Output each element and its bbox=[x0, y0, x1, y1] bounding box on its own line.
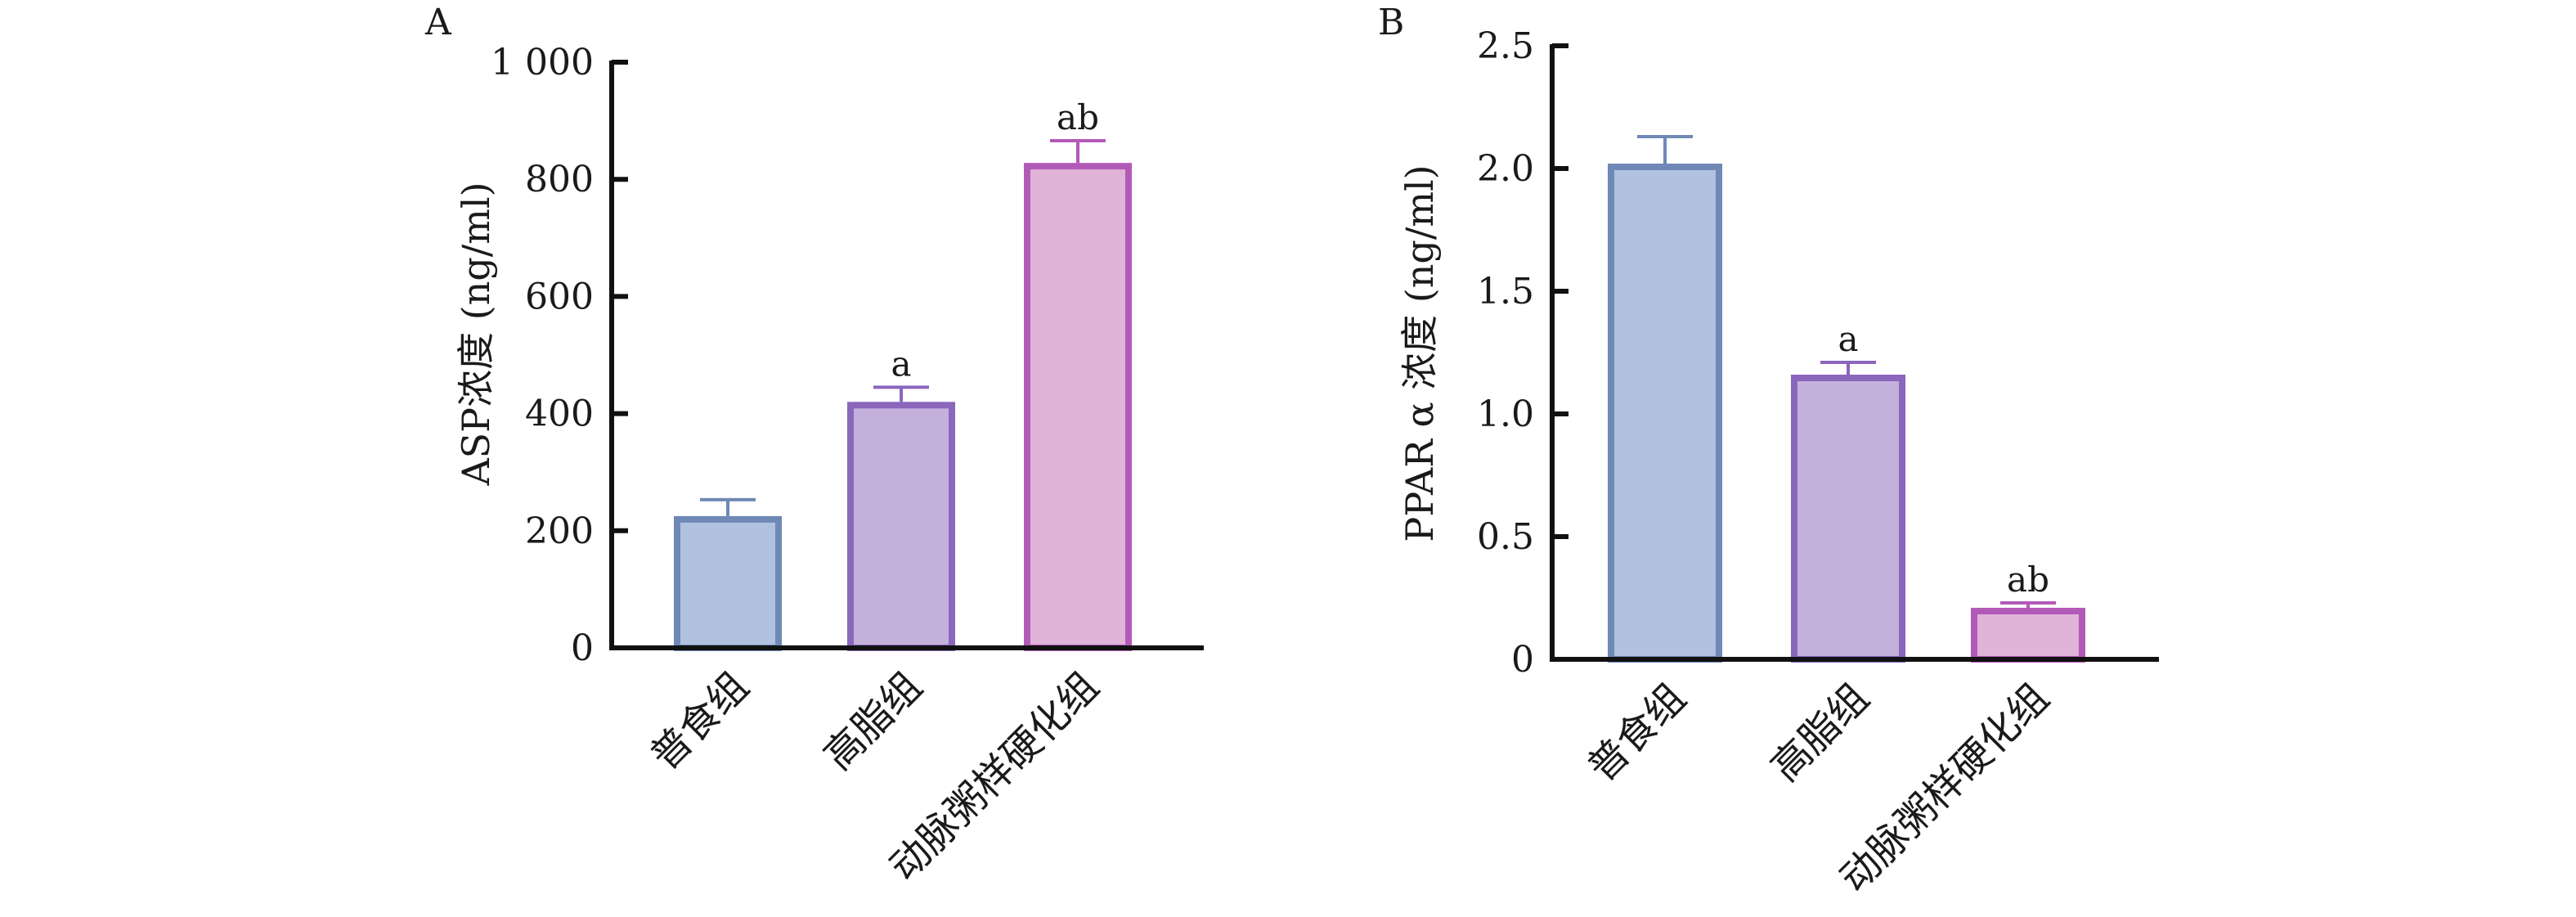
y-tick-label-a-5: 1 000 bbox=[491, 42, 594, 83]
significance-label-b-3: ab bbox=[2007, 560, 2049, 600]
y-tick-label-a-4: 800 bbox=[525, 159, 594, 200]
bar-a-3 bbox=[1024, 163, 1132, 652]
x-tick-label-a-1: 普食组 bbox=[642, 663, 757, 779]
x-tick-label-b-2: 高脂组 bbox=[1762, 675, 1878, 790]
y-tick-label-b-4: 2.0 bbox=[1477, 148, 1534, 190]
bar-a-1 bbox=[674, 515, 782, 652]
bar-b-3 bbox=[1971, 608, 2085, 663]
significance-label-b-2: a bbox=[1838, 319, 1858, 359]
y-tick-label-a-3: 600 bbox=[525, 276, 594, 317]
y-tick-label-b-3: 1.5 bbox=[1477, 271, 1534, 312]
axes-a: 0 200 400 600 800 1 000 bbox=[491, 42, 1204, 669]
panel-label-a: A bbox=[424, 2, 452, 43]
significance-label-a-2: a bbox=[891, 344, 911, 384]
y-tick-label-b-2: 1.0 bbox=[1477, 393, 1534, 435]
bar-a-2 bbox=[847, 402, 955, 651]
x-tick-label-b-1: 普食组 bbox=[1579, 675, 1694, 790]
y-tick-label-a-2: 400 bbox=[525, 393, 594, 435]
panel-label-b: B bbox=[1378, 2, 1404, 43]
y-axis-title-a: ASP浓度 (ng/ml) bbox=[454, 182, 498, 486]
significance-label-a-3: ab bbox=[1057, 97, 1099, 137]
bar-b-1 bbox=[1608, 164, 1722, 663]
y-tick-label-b-0: 0 bbox=[1511, 639, 1534, 681]
axes-b: 0 0.5 1.0 1.5 2.0 2.5 bbox=[1477, 25, 2159, 681]
y-tick-label-b-1: 0.5 bbox=[1477, 516, 1534, 558]
y-tick-label-a-1: 200 bbox=[525, 510, 594, 552]
y-tick-label-b-5: 2.5 bbox=[1477, 25, 1534, 67]
y-tick-label-a-0: 0 bbox=[571, 627, 594, 669]
y-axis-title-b: PPAR α 浓度 (ng/ml) bbox=[1398, 164, 1442, 542]
x-tick-label-a-2: 高脂组 bbox=[815, 663, 931, 779]
bar-b-2 bbox=[1791, 375, 1905, 663]
